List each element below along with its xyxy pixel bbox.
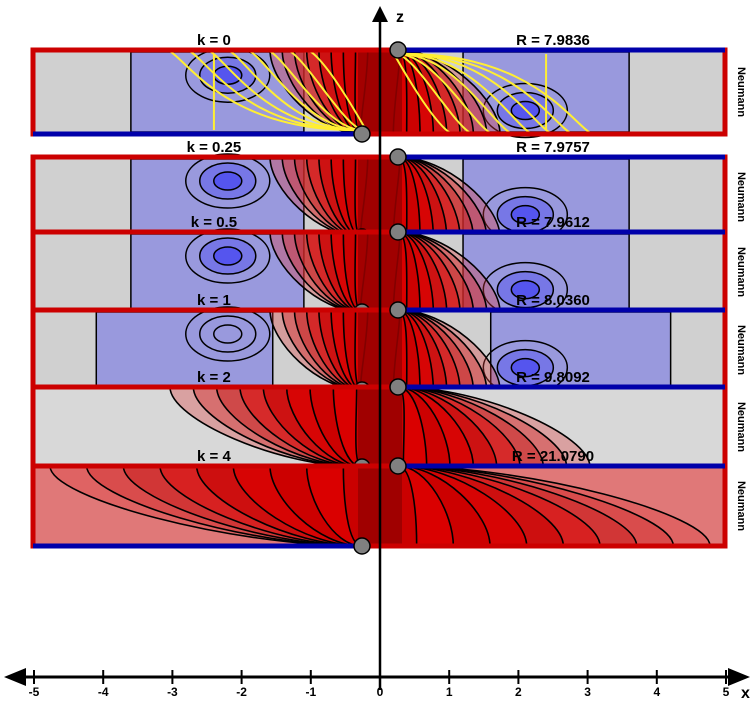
x-tick-label: 1 — [446, 685, 453, 699]
k-label: k = 2 — [197, 369, 231, 386]
node-top — [389, 457, 407, 475]
panel-4: k = 2 R = 9.8092 Neumann — [30, 369, 747, 476]
panel-3: k = 1 R = 8.0360 Neumann — [30, 292, 747, 399]
node-top — [389, 223, 407, 241]
R-label: R = 21.0790 — [512, 448, 594, 465]
neumann-label: Neumann — [735, 325, 747, 375]
streamline — [247, 49, 367, 132]
panel-5: k = 4 R = 21.0790 Neumann — [30, 448, 747, 555]
streamline — [393, 52, 533, 135]
neumann-label: Neumann — [735, 481, 747, 531]
cold-contour — [185, 153, 271, 209]
cold-contour — [213, 171, 243, 191]
neumann-label: Neumann — [735, 402, 747, 452]
cold-contour — [510, 357, 541, 378]
x-tick-label: -3 — [167, 685, 178, 699]
node-top — [389, 301, 407, 319]
x-tick-label: 5 — [723, 685, 730, 699]
x-tick-label: -5 — [29, 685, 40, 699]
cold-contour — [213, 324, 243, 344]
cold-contour — [185, 306, 271, 362]
neumann-label: Neumann — [735, 172, 747, 222]
node-bottom — [353, 537, 371, 555]
cold-region-left — [95, 311, 274, 389]
x-tick-label: -1 — [305, 685, 316, 699]
node-top — [389, 378, 407, 396]
cold-contour — [510, 204, 541, 225]
node-bottom — [353, 125, 371, 143]
x-tick-label: 3 — [584, 685, 591, 699]
z-axis-arrow-icon — [372, 6, 388, 22]
x-axis-right-arrow-icon — [728, 668, 750, 686]
panel-2: k = 0.5 R = 7.9612 Neumann — [30, 214, 747, 321]
cold-contour — [510, 279, 541, 300]
z-axis-label: z — [396, 9, 404, 26]
R-label: R = 7.9757 — [516, 139, 590, 156]
node-top — [389, 148, 407, 166]
R-label: R = 7.9836 — [516, 32, 590, 49]
node-top — [389, 41, 407, 59]
panel-1: k = 0.25 R = 7.9757 Neumann — [30, 139, 747, 246]
R-label: R = 9.8092 — [516, 369, 590, 386]
k-label: k = 0.25 — [187, 139, 242, 156]
streamline — [393, 52, 593, 135]
R-label: R = 8.0360 — [516, 292, 590, 309]
x-tick-label: 2 — [515, 685, 522, 699]
streamline — [267, 49, 367, 132]
streamline — [227, 49, 367, 132]
streamline — [393, 52, 493, 135]
x-ticks: -5 -4 -3 -2 -1 0 1 2 3 4 5 — [29, 670, 730, 699]
x-tick-label: 0 — [377, 685, 384, 699]
k-label: k = 4 — [197, 448, 231, 465]
neumann-label: Neumann — [735, 67, 747, 117]
k-label: k = 1 — [197, 292, 231, 309]
streamline — [167, 49, 367, 132]
k-label: k = 0.5 — [191, 214, 237, 231]
x-axis-label: x — [741, 685, 750, 701]
cold-contour — [482, 82, 569, 139]
k-label: k = 0 — [197, 32, 231, 49]
cold-contour — [199, 315, 257, 353]
neumann-label: Neumann — [735, 247, 747, 297]
streamline — [393, 52, 513, 135]
panels-group: k = 0 R = 7.9836 Neumann k = 0.25 R = 7.9757… — [30, 32, 747, 555]
x-tick-label: -2 — [236, 685, 247, 699]
x-tick-label: -4 — [98, 685, 109, 699]
cold-contour — [185, 228, 271, 284]
x-tick-label: 4 — [653, 685, 660, 699]
cold-contour — [213, 246, 243, 266]
R-label: R = 7.9612 — [516, 214, 590, 231]
x-axis-left-arrow-icon — [4, 668, 26, 686]
panel-0: k = 0 R = 7.9836 Neumann — [30, 32, 747, 143]
